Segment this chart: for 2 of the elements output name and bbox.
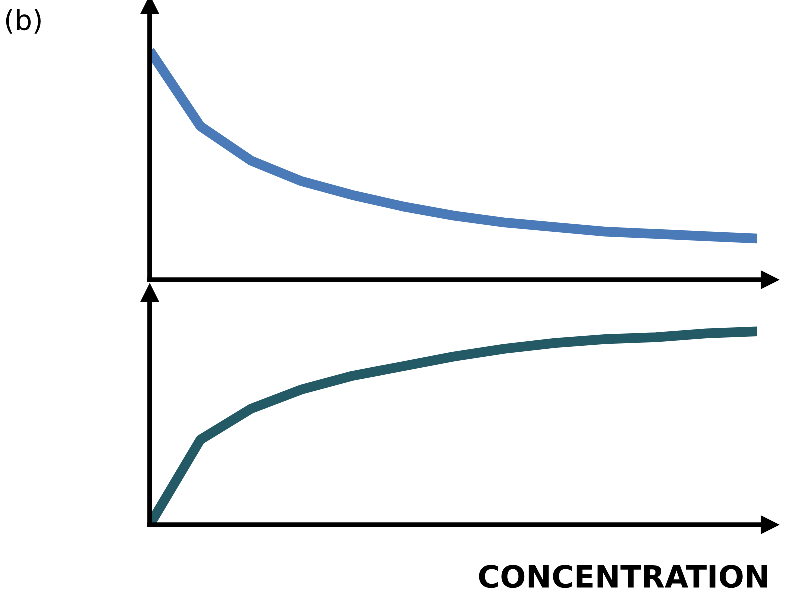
x-axis-title: CONCENTRATION: [479, 565, 768, 588]
chart-title: (b): [6, 9, 41, 34]
